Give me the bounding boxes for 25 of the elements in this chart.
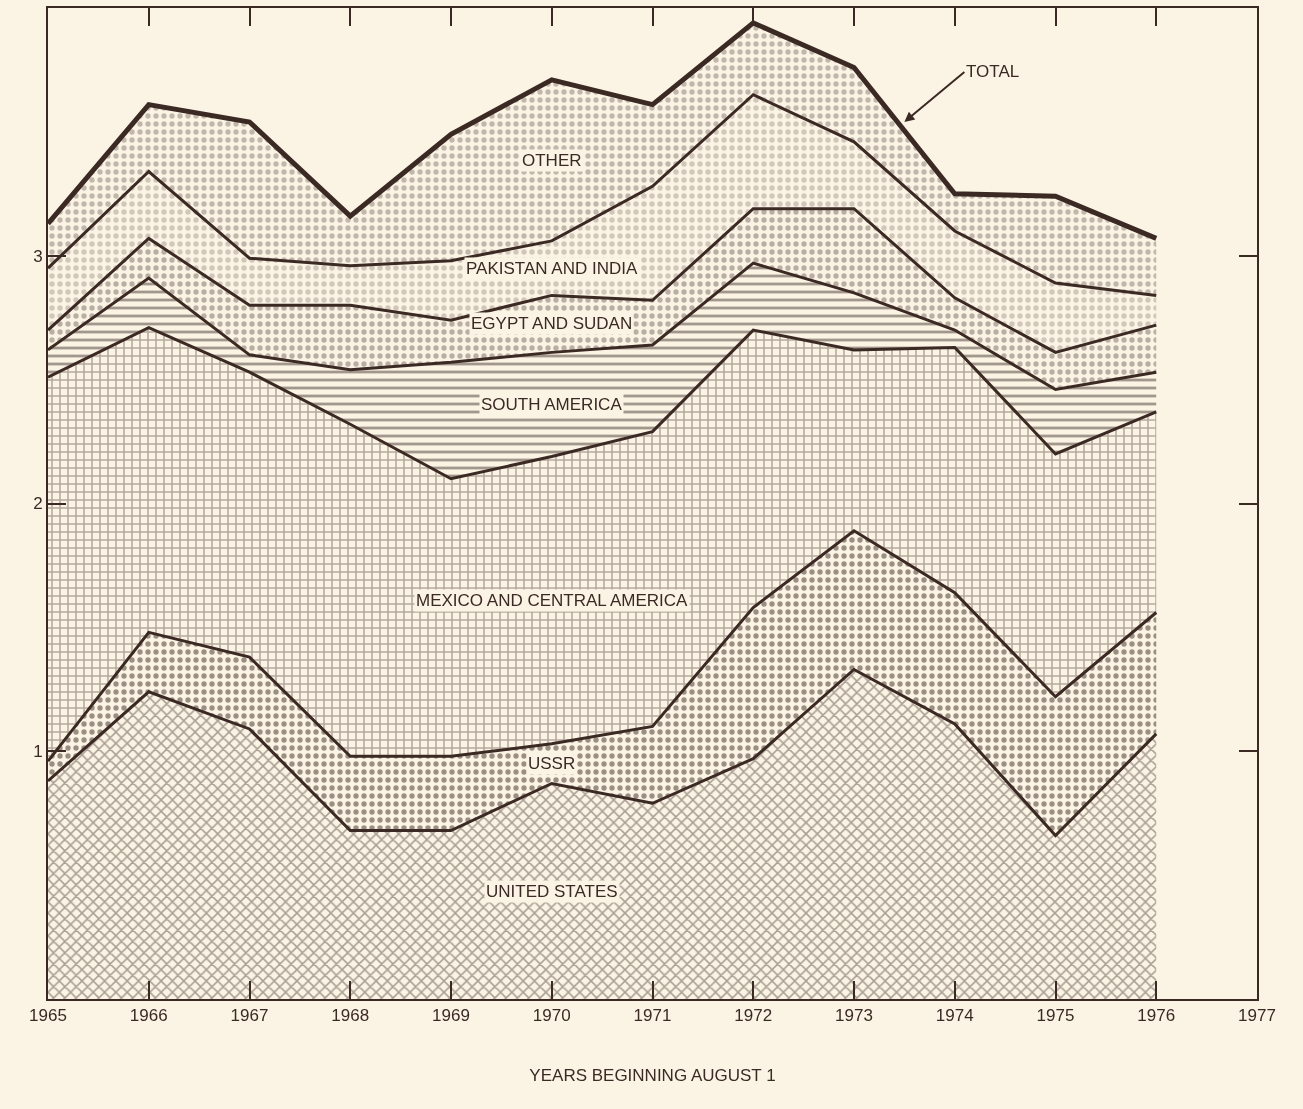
y-tick-label: 2: [33, 494, 43, 514]
x-tick-label: 1974: [935, 1006, 974, 1026]
x-axis-title: YEARS BEGINNING AUGUST 1: [529, 1066, 776, 1086]
x-tick-label: 1969: [432, 1006, 470, 1026]
x-tick-label: 1967: [230, 1006, 269, 1026]
series-label: OTHER: [522, 151, 582, 170]
x-tick-label: 1965: [29, 1006, 67, 1026]
series-label: UNITED STATES: [486, 882, 618, 901]
x-tick-label: 1976: [1137, 1006, 1176, 1026]
series-label: USSR: [528, 754, 576, 773]
x-tick-label: 1966: [129, 1006, 168, 1026]
series-label: PAKISTAN AND INDIA: [466, 259, 638, 278]
series-label: MEXICO AND CENTRAL AMERICA: [416, 591, 689, 610]
x-tick-label: 1968: [331, 1006, 370, 1026]
series-label: EGYPT AND SUDAN: [471, 314, 633, 333]
x-tick-label: 1972: [734, 1006, 773, 1026]
series-label: SOUTH AMERICA: [481, 395, 623, 414]
y-tick-label: 1: [33, 742, 43, 762]
y-tick-label: 3: [33, 246, 43, 266]
x-tick-label: 1973: [835, 1006, 873, 1026]
x-tick-label: 1971: [633, 1006, 672, 1026]
annotation: TOTAL: [966, 62, 1020, 81]
x-tick-label: 1970: [532, 1006, 571, 1026]
x-tick-label: 1975: [1036, 1006, 1075, 1026]
x-tick-label: 1977: [1238, 1006, 1276, 1026]
